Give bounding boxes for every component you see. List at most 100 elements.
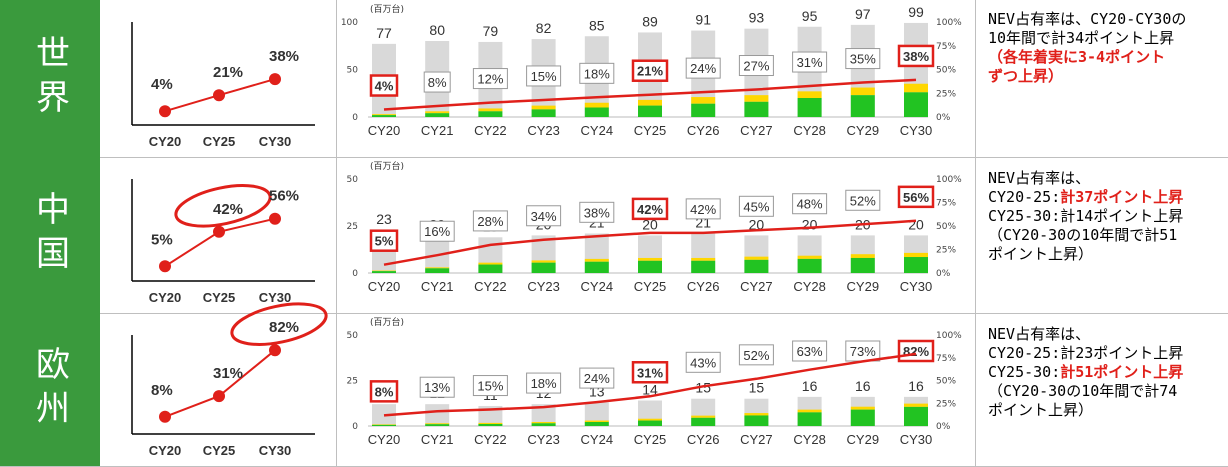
total-label: 14: [642, 382, 658, 398]
bar-phev: [904, 252, 928, 258]
mini-x-tick: CY25: [203, 443, 236, 458]
x-tick: CY25: [634, 279, 667, 294]
share-label: 35%: [850, 52, 876, 67]
bar-bev: [584, 261, 609, 273]
total-label: 20: [642, 216, 658, 232]
share-label-box: [685, 198, 721, 220]
share-label-box: [897, 185, 935, 209]
share-label: 8%: [428, 75, 447, 90]
share-label: 24%: [584, 371, 610, 386]
commentary-text: ポイント上昇）: [988, 401, 1094, 419]
commentary-line: （CY20-30の10年間で計74: [988, 382, 1224, 401]
bar-bev: [425, 113, 450, 117]
total-label: 20: [802, 216, 818, 232]
left-tick: 0: [352, 269, 358, 279]
share-label: 12%: [477, 72, 503, 87]
bar-phev: [904, 403, 928, 407]
share-label: 18%: [584, 66, 610, 81]
share-label: 8%: [375, 384, 394, 399]
share-label-box: [526, 65, 562, 87]
right-tick: 100%: [936, 331, 962, 341]
x-tick: CY26: [687, 279, 720, 294]
total-label: 82: [536, 20, 552, 36]
total-label: 16: [908, 378, 924, 394]
bar-bev: [904, 92, 928, 117]
share-label: 42%: [690, 202, 716, 217]
share-label-box: [369, 229, 399, 252]
bar-bev: [638, 260, 662, 273]
mini-x-tick: CY30: [259, 290, 292, 305]
bar-bev: [691, 103, 716, 117]
bar-bev: [425, 424, 450, 426]
bar-phev: [372, 114, 396, 116]
commentary: NEV占有率は、 CY20-25:計23ポイント上昇 CY25-30:計51ポイント…: [988, 325, 1224, 420]
bar-phev: [531, 421, 556, 424]
commentary-line: CY25-30:計14ポイント上昇: [988, 207, 1224, 226]
bar-phev: [584, 102, 609, 108]
total-label: 16: [855, 378, 871, 394]
share-label: 56%: [903, 190, 929, 205]
total-label: 20: [908, 216, 924, 232]
commentary-highlight: 計37ポイント上昇: [1060, 188, 1184, 206]
bar-bev: [638, 420, 662, 426]
share-label-box: [579, 367, 615, 389]
x-tick: CY24: [581, 432, 614, 447]
bar-phev: [638, 418, 662, 421]
right-tick: 0%: [936, 269, 951, 279]
bar-phev: [744, 95, 769, 102]
left-tick: 0: [352, 422, 358, 432]
mini-point: [213, 390, 225, 403]
row-china: 中国 5% 42% 56% CY20 CY25 CY30 (百万台) 50 25 0 100% 75% 5…: [0, 157, 1228, 314]
share-label-box: [472, 210, 508, 232]
total-label: 23: [376, 211, 392, 227]
mini-point: [269, 212, 281, 225]
x-tick: CY20: [368, 123, 401, 138]
bar-bev: [850, 257, 875, 273]
x-tick: CY21: [421, 432, 454, 447]
share-label-box: [369, 74, 399, 97]
bar-phev: [531, 105, 556, 110]
mini-point-label: 38%: [269, 48, 299, 65]
mini-x-tick: CY25: [203, 134, 236, 149]
bar-bev: [425, 268, 450, 273]
column-divider: [975, 0, 976, 157]
bar-phev: [425, 267, 450, 269]
mini-point: [269, 73, 281, 86]
right-tick: 25%: [936, 246, 956, 256]
share-label-box: [419, 376, 455, 398]
right-tick: 100%: [936, 175, 962, 185]
bar-bev: [372, 115, 396, 117]
x-tick: CY23: [527, 123, 560, 138]
bar-phev: [425, 111, 450, 114]
commentary-line: （各年着実に3-4ポイント: [988, 48, 1224, 67]
total-label: 97: [855, 6, 871, 22]
share-label: 24%: [690, 61, 716, 76]
share-label-box: [526, 372, 562, 394]
share-label-box: [631, 361, 669, 384]
commentary-line: （CY20-30の10年間で計51: [988, 226, 1224, 245]
mini-point: [159, 410, 171, 423]
bar-phev: [691, 415, 716, 418]
mini-point-label: 4%: [151, 76, 173, 93]
share-label: 4%: [375, 79, 394, 94]
share-label-box: [579, 62, 615, 84]
x-tick: CY23: [527, 279, 560, 294]
share-label: 45%: [743, 199, 769, 214]
total-label: 85: [589, 17, 605, 33]
bar-phev: [691, 257, 716, 261]
mini-point-label: 5%: [151, 231, 173, 248]
bar-bev: [797, 412, 822, 426]
bar-phev: [744, 413, 769, 416]
share-label-box: [792, 51, 828, 73]
bar-bev: [797, 258, 822, 273]
commentary: NEV占有率は、 CY20-25:計37ポイント上昇 CY25-30:計14ポイント…: [988, 169, 1224, 264]
x-tick: CY28: [793, 123, 826, 138]
bar-bev: [531, 262, 556, 273]
share-label: 5%: [375, 234, 394, 249]
region-label: 中国: [0, 157, 100, 313]
bar-phev: [850, 87, 875, 96]
bar-bev: [531, 109, 556, 117]
commentary-text: 10年間で計34ポイント上昇: [988, 29, 1175, 47]
share-label-box: [845, 189, 881, 211]
bar-phev: [797, 255, 822, 259]
